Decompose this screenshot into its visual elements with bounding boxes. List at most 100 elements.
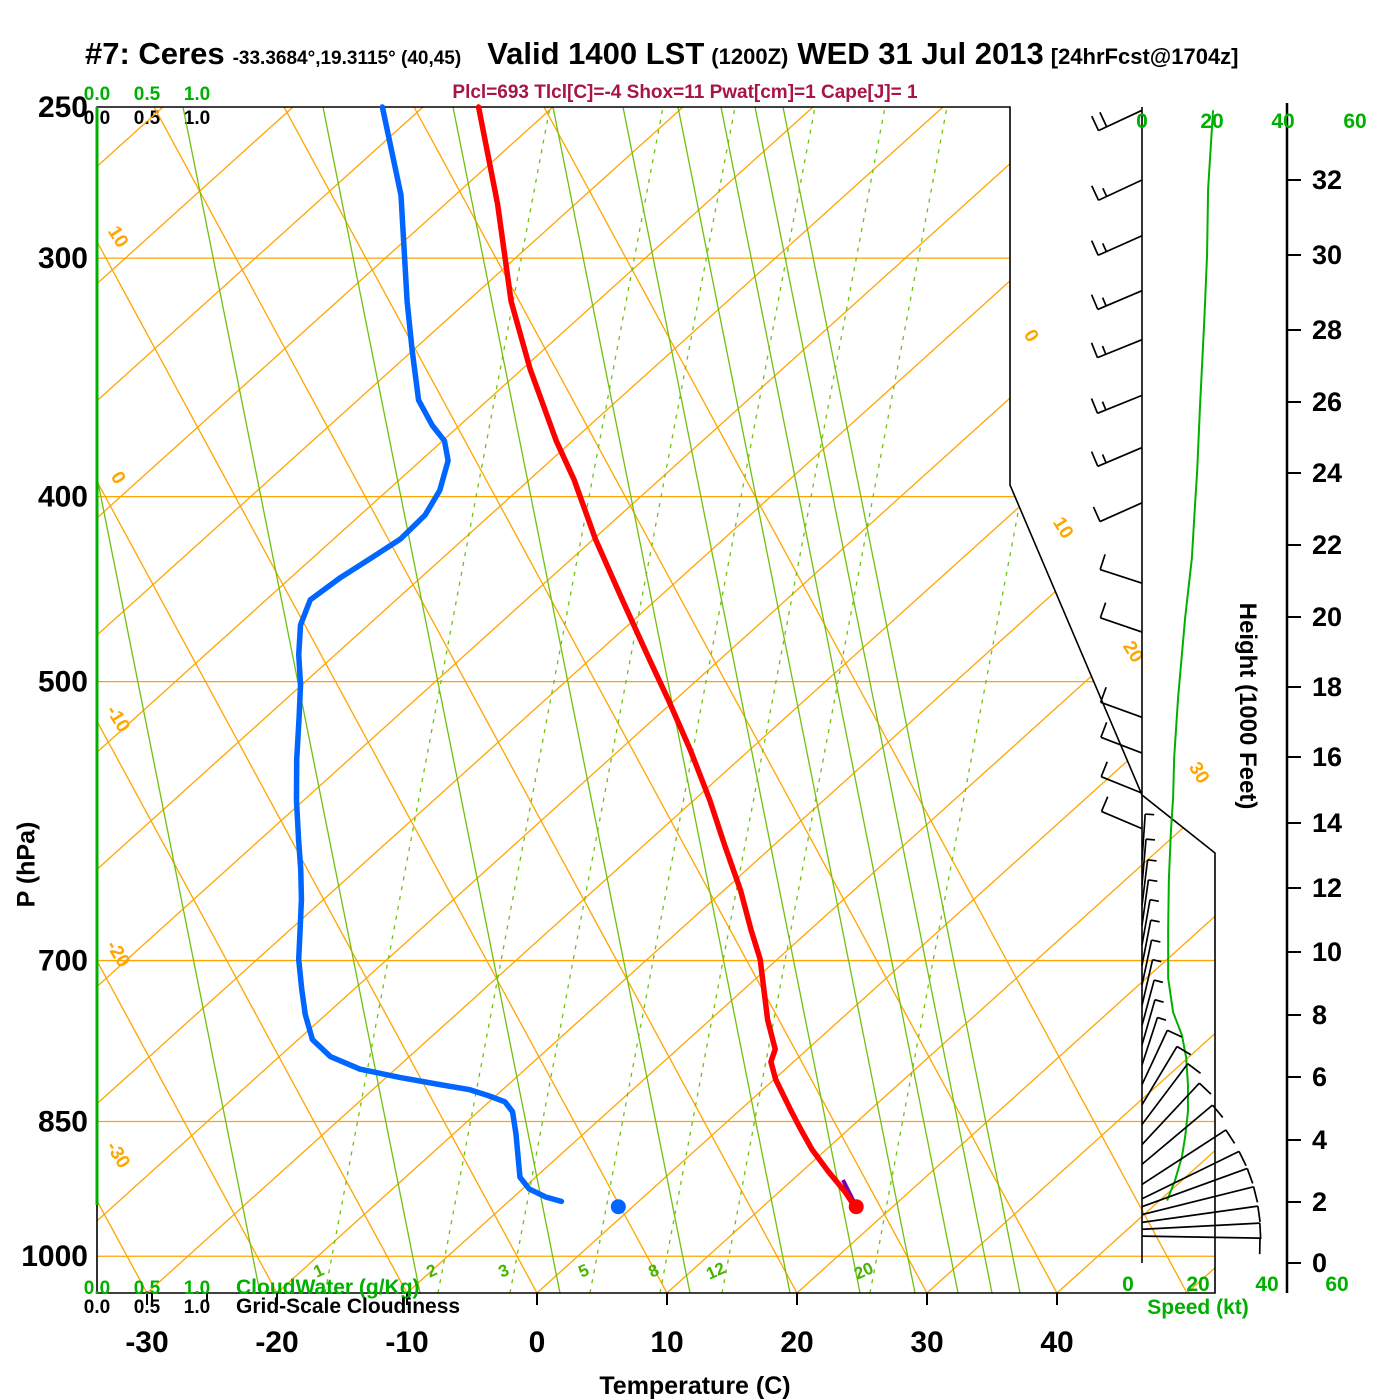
isotherm-line (153, 107, 798, 1293)
wind-barb-feather (1238, 1151, 1247, 1167)
height-tick-label: 6 (1312, 1062, 1327, 1092)
wind-barb-staff (1141, 1222, 1260, 1231)
temp-tick-label: 20 (780, 1326, 813, 1359)
height-tick-label: 20 (1312, 602, 1342, 632)
wind-barb-feather (1090, 398, 1099, 414)
cloudiness-scale-bottom: 0.0 0.5 1.0 Grid-Scale Cloudiness (72, 1295, 460, 1319)
cw-tick: 1.0 (183, 84, 211, 105)
dry-adiabat-line (97, 107, 424, 1293)
cloudwater-scale-bottom: 0.0 0.5 1.0 CloudWater (g/Kg) (72, 1276, 420, 1300)
wind-barb-feather (1090, 451, 1099, 467)
wind-barb-staff (1141, 1167, 1248, 1208)
wind-barb-feather (1100, 796, 1109, 812)
cloudwater-axis-title: CloudWater (g/Kg) (236, 1276, 420, 1299)
isotherm-label: -30 (101, 1138, 133, 1172)
moist-adiabat-line (677, 107, 916, 1293)
wind-barb-staff (1141, 1185, 1254, 1216)
moist-adiabat-line (322, 107, 561, 1293)
wind-barb-staff (1141, 899, 1151, 946)
wind-barb-feather (1092, 506, 1101, 522)
cw-tick: 0.0 (83, 1278, 111, 1299)
speed-scale-top-label: 60 (1343, 110, 1366, 133)
gsc-tick: 0.5 (133, 108, 161, 129)
temp-tick-label: -20 (255, 1326, 298, 1359)
wind-barb-staff (1141, 919, 1152, 966)
moist-adiabat-line (97, 107, 261, 1293)
pressure-tick-label: 250 (38, 91, 88, 124)
wind-barb-staff (1141, 1205, 1258, 1224)
isotherm-line (283, 107, 928, 1293)
height-tick-label: 10 (1312, 937, 1342, 967)
wind-barb-staff (1099, 568, 1143, 584)
mixing-ratio-line (437, 107, 664, 1293)
isotherm-label: -20 (101, 937, 133, 971)
pressure-axis-title: P (hPa) (12, 821, 41, 908)
wind-barb-half-feather (1151, 939, 1161, 943)
height-tick-label: 24 (1312, 458, 1342, 488)
wind-barb-half-feather (1148, 879, 1158, 883)
wind-barb-staff (1141, 1104, 1214, 1165)
temp-tick-label: 10 (650, 1326, 683, 1359)
temp-tick-label: -30 (125, 1326, 168, 1359)
wind-barb-staff (1141, 1235, 1260, 1240)
wind-barb-feather (1099, 554, 1106, 570)
mixing-ratio-line (324, 107, 551, 1293)
wind-barb-staff (1141, 813, 1147, 861)
wind-barb-staff (1141, 879, 1150, 926)
moist-adiabat-line (782, 107, 1021, 1293)
wind-barb-staff (1141, 1150, 1240, 1200)
wind-barb-staff (1100, 616, 1143, 633)
wind-barbs (1090, 109, 1262, 1255)
height-tick-label: 18 (1312, 672, 1342, 702)
moist-adiabat-line (452, 107, 691, 1293)
wind-barb-half-feather (1101, 401, 1107, 411)
isotherm-label: 10 (103, 223, 132, 252)
moist-adiabat-line (552, 107, 791, 1293)
dry-adiabat-line (1056, 107, 1215, 1293)
pressure-tick-label: 700 (38, 945, 88, 978)
temp-tick-label: 40 (1040, 1326, 1073, 1359)
dry-adiabat-line (97, 107, 684, 1293)
wind-barb-staff (1141, 939, 1153, 986)
mixing-ratio-line (869, 107, 1096, 1293)
height-tick-label: 14 (1312, 808, 1342, 838)
moist-adiabat-line (622, 107, 861, 1293)
wind-barb-half-feather (1157, 1016, 1167, 1022)
mixing-ratio-line (721, 107, 948, 1293)
forecast-tag: [24hrFcst@1704z] (1050, 44, 1239, 69)
wind-barb-staff (1099, 502, 1143, 523)
cloudiness-scale-top: 0.0 0.5 1.0 (72, 108, 222, 130)
dry-adiabat-line (0, 107, 33, 1293)
height-tick-label: 26 (1312, 387, 1342, 417)
dry-adiabat-line (97, 107, 1204, 1293)
wind-barb-half-feather (1154, 998, 1164, 1004)
speed-scale-bottom-label: 20 (1186, 1273, 1209, 1296)
wind-barb-half-feather (1101, 345, 1107, 355)
wind-barb-feather (1100, 722, 1108, 738)
cw-tick: 1.0 (183, 1278, 211, 1299)
wind-barb-staff (1098, 109, 1143, 132)
dry-adiabat-line (276, 107, 1215, 1293)
wind-barb-feather (1187, 1063, 1202, 1075)
pressure-tick-label: 850 (38, 1106, 88, 1139)
wind-barb-feather (1090, 185, 1100, 201)
dry-adiabat-label: 20 (1118, 638, 1147, 667)
chart-title: #7: Ceres -33.3684°,19.3115° (40,45) Val… (85, 36, 1239, 72)
isotherm-line (97, 107, 538, 1293)
wind-barb-feather (1090, 115, 1100, 131)
valid-date: WED 31 Jul 2013 (797, 36, 1044, 71)
wind-barb-half-feather (1153, 979, 1164, 984)
temp-tick-label: -10 (385, 1326, 428, 1359)
isotherm-line (97, 107, 668, 1293)
wind-barb-staff (1141, 1017, 1159, 1066)
wind-barb-staff (1141, 1082, 1200, 1146)
height-tick-label: 16 (1312, 742, 1342, 772)
wind-barb-staff (1097, 394, 1143, 415)
temperature-profile (475, 104, 858, 1210)
wind-barb-half-feather (1147, 858, 1157, 862)
wind-barb-half-feather (1145, 838, 1156, 841)
height-tick-label: 32 (1312, 165, 1342, 195)
wind-barb-staff (1141, 979, 1155, 1026)
height-tick-label: 30 (1312, 240, 1342, 270)
